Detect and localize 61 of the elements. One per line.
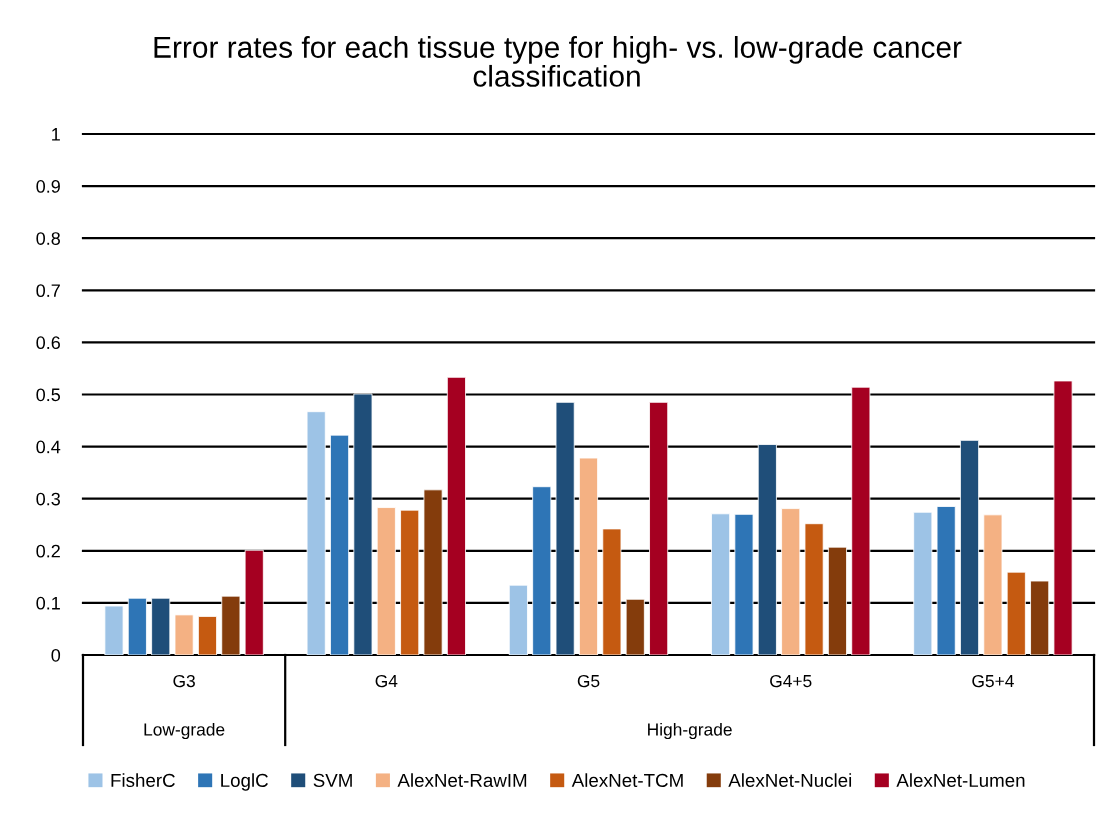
bar	[376, 507, 396, 655]
bar	[960, 439, 980, 655]
bar	[649, 401, 669, 655]
bar	[353, 393, 373, 655]
bar	[174, 614, 194, 655]
chart-title: Error rates for each tissue type for high- vs. low-grade cancer classification	[154, 36, 962, 87]
x-tick-label: G4+5	[770, 674, 812, 688]
legend-label: AlexNet-RawIM	[397, 773, 527, 788]
legend-label: LoglC	[221, 773, 268, 791]
bar	[555, 401, 575, 655]
x-tick-label: G3	[173, 674, 195, 688]
legend-label: AlexNet-Lumen	[896, 773, 1025, 788]
bar	[306, 411, 326, 655]
y-tick-label: 0.5	[36, 388, 61, 402]
y-tick-label: 0.7	[36, 284, 60, 298]
bar	[1053, 380, 1073, 655]
x-tick-label: G5+4	[972, 674, 1014, 688]
bar	[197, 616, 217, 655]
bar	[330, 434, 350, 655]
bar	[936, 506, 956, 655]
bar	[532, 486, 552, 655]
y-tick-label: 0.4	[36, 440, 61, 454]
legend-label: FisherC	[111, 773, 175, 788]
y-tick-label: 0.9	[36, 180, 60, 193]
bar	[423, 489, 443, 655]
bar	[127, 597, 147, 655]
bar	[602, 528, 622, 655]
text: High-grade	[648, 722, 732, 740]
y-tick-label: 0	[51, 648, 61, 662]
legend-label: AlexNet-Nuclei	[728, 773, 852, 788]
bar	[757, 444, 777, 655]
text: Low-grade	[144, 722, 225, 740]
y-tick-label: 0.1	[36, 596, 60, 610]
bar	[734, 513, 754, 655]
bar	[781, 508, 801, 655]
bar	[1006, 571, 1026, 655]
bar	[804, 523, 824, 655]
bar	[578, 457, 599, 655]
bar	[1030, 580, 1050, 655]
bar	[446, 376, 466, 655]
y-tick-label: 1	[52, 128, 60, 141]
bar	[104, 605, 124, 655]
x-tick-label: G5	[577, 674, 600, 688]
bar	[827, 546, 847, 655]
bar	[244, 549, 264, 655]
bar	[913, 511, 933, 655]
y-tick-label: 0.6	[36, 336, 60, 350]
legend-label: AlexNet-TCM	[571, 773, 683, 788]
y-tick-label: 0.3	[36, 492, 60, 506]
y-tick-label: 0.2	[36, 544, 60, 558]
bar	[711, 513, 731, 655]
legend-label: SVM	[313, 773, 352, 788]
bar	[851, 386, 871, 655]
bar	[400, 509, 420, 655]
x-tick-label: G4	[375, 674, 398, 688]
bar	[983, 514, 1003, 655]
bar	[508, 584, 528, 655]
bar	[625, 598, 645, 655]
bar	[221, 595, 241, 655]
bar	[151, 597, 171, 655]
y-tick-label: 0.8	[36, 232, 60, 245]
